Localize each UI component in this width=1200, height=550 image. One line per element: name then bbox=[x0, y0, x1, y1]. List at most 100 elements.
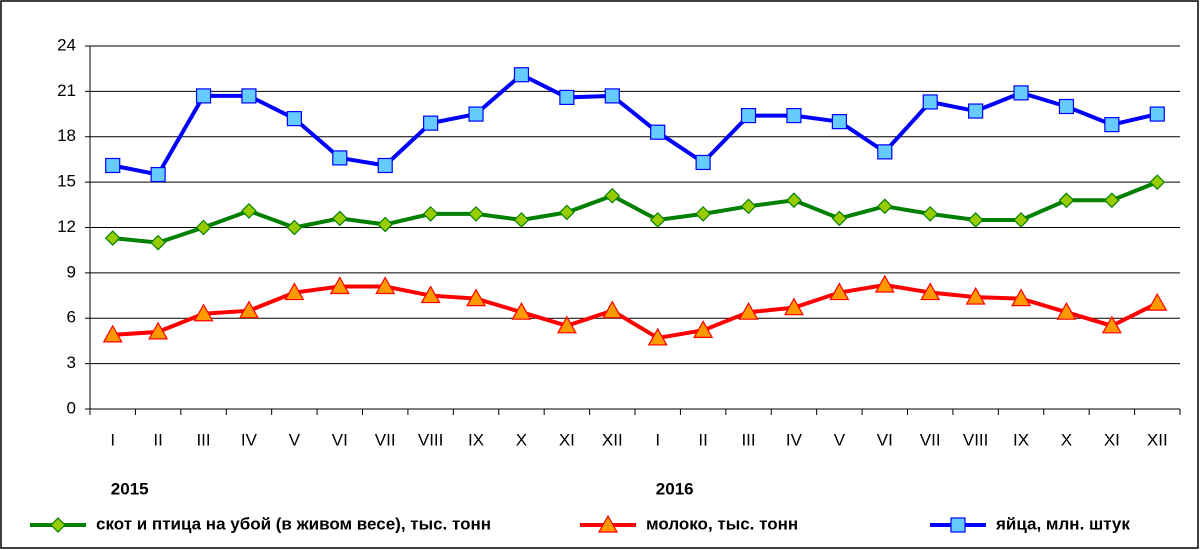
x-tick-label: V bbox=[289, 430, 301, 449]
x-tick-label: VII bbox=[920, 430, 941, 449]
marker bbox=[1149, 174, 1166, 190]
marker bbox=[150, 234, 166, 251]
marker bbox=[513, 67, 530, 83]
marker bbox=[195, 88, 212, 104]
x-tick-label: X bbox=[516, 430, 527, 449]
y-tick-label: 21 bbox=[57, 81, 76, 100]
marker bbox=[783, 297, 804, 316]
marker bbox=[831, 114, 847, 130]
marker bbox=[874, 274, 895, 293]
marker bbox=[50, 517, 66, 533]
y-tick-label: 0 bbox=[67, 398, 76, 417]
y-tick-label: 12 bbox=[57, 217, 76, 236]
marker bbox=[513, 212, 530, 228]
marker bbox=[1056, 301, 1077, 320]
x-tick-label: XI bbox=[559, 430, 575, 449]
marker bbox=[284, 282, 305, 301]
marker bbox=[1147, 292, 1168, 311]
marker bbox=[377, 216, 394, 233]
marker bbox=[876, 198, 893, 215]
marker bbox=[195, 219, 212, 236]
marker bbox=[193, 303, 214, 322]
year-label: 2016 bbox=[656, 479, 694, 498]
marker bbox=[559, 204, 575, 221]
x-tick-label: X bbox=[1061, 430, 1072, 449]
marker bbox=[649, 212, 666, 228]
x-tick-label: VIII bbox=[418, 430, 444, 449]
marker bbox=[511, 301, 532, 320]
marker bbox=[877, 144, 893, 160]
x-tick-label: IV bbox=[241, 430, 258, 449]
marker bbox=[1013, 212, 1029, 228]
marker bbox=[329, 276, 350, 295]
marker bbox=[1011, 288, 1032, 307]
x-tick-label: II bbox=[698, 430, 707, 449]
legend-label: яйца, млн. штук bbox=[995, 514, 1130, 533]
marker bbox=[967, 212, 984, 228]
x-tick-label: I bbox=[110, 430, 115, 449]
marker bbox=[423, 115, 439, 131]
x-tick-label: III bbox=[741, 430, 755, 449]
marker bbox=[102, 324, 123, 343]
marker bbox=[1101, 315, 1122, 334]
x-tick-label: IV bbox=[786, 430, 803, 449]
series-line bbox=[112, 282, 1159, 341]
y-tick-label: 24 bbox=[57, 35, 76, 54]
marker bbox=[604, 88, 620, 104]
marker bbox=[420, 285, 441, 304]
marker bbox=[650, 124, 666, 140]
marker bbox=[556, 315, 577, 334]
y-tick-label: 9 bbox=[67, 262, 76, 281]
legend-label: молоко, тыс. тонн bbox=[646, 514, 798, 533]
marker bbox=[286, 110, 302, 127]
marker bbox=[332, 150, 348, 166]
marker bbox=[466, 288, 487, 307]
x-tick-label: IX bbox=[468, 430, 484, 449]
x-tick-label: III bbox=[196, 430, 210, 449]
marker bbox=[831, 210, 848, 227]
marker bbox=[922, 94, 938, 110]
x-tick-label: VI bbox=[332, 430, 348, 449]
marker bbox=[104, 230, 121, 246]
marker bbox=[740, 198, 757, 215]
marker bbox=[695, 154, 711, 171]
marker bbox=[1104, 192, 1120, 209]
marker bbox=[422, 206, 439, 222]
marker bbox=[597, 514, 619, 533]
marker bbox=[950, 517, 966, 533]
marker bbox=[786, 107, 802, 124]
marker bbox=[647, 327, 668, 346]
marker bbox=[786, 192, 802, 209]
marker bbox=[1013, 85, 1029, 101]
y-tick-label: 6 bbox=[67, 308, 76, 327]
marker bbox=[1058, 192, 1075, 209]
y-tick-label: 18 bbox=[57, 126, 76, 145]
x-tick-label: XI bbox=[1104, 430, 1120, 449]
x-tick-label: V bbox=[834, 430, 846, 449]
marker bbox=[331, 210, 348, 227]
x-tick-label: VIII bbox=[963, 430, 989, 449]
marker bbox=[965, 286, 986, 305]
marker bbox=[241, 88, 257, 104]
x-tick-label: VI bbox=[877, 430, 893, 449]
marker bbox=[150, 166, 166, 183]
y-tick-label: 3 bbox=[67, 353, 76, 372]
marker bbox=[922, 206, 939, 222]
year-label: 2015 bbox=[111, 479, 149, 498]
marker bbox=[738, 301, 759, 320]
marker bbox=[740, 107, 757, 124]
x-tick-label: VII bbox=[375, 430, 396, 449]
x-tick-label: II bbox=[153, 430, 162, 449]
marker bbox=[1058, 98, 1075, 115]
legend-label: скот и птица на убой (в живом весе), тыс… bbox=[96, 514, 491, 533]
marker bbox=[286, 219, 303, 236]
x-tick-label: IX bbox=[1013, 430, 1029, 449]
marker bbox=[148, 321, 169, 340]
marker bbox=[602, 300, 623, 319]
marker bbox=[920, 282, 941, 301]
marker bbox=[604, 187, 621, 204]
marker bbox=[693, 320, 714, 338]
marker bbox=[105, 157, 121, 174]
